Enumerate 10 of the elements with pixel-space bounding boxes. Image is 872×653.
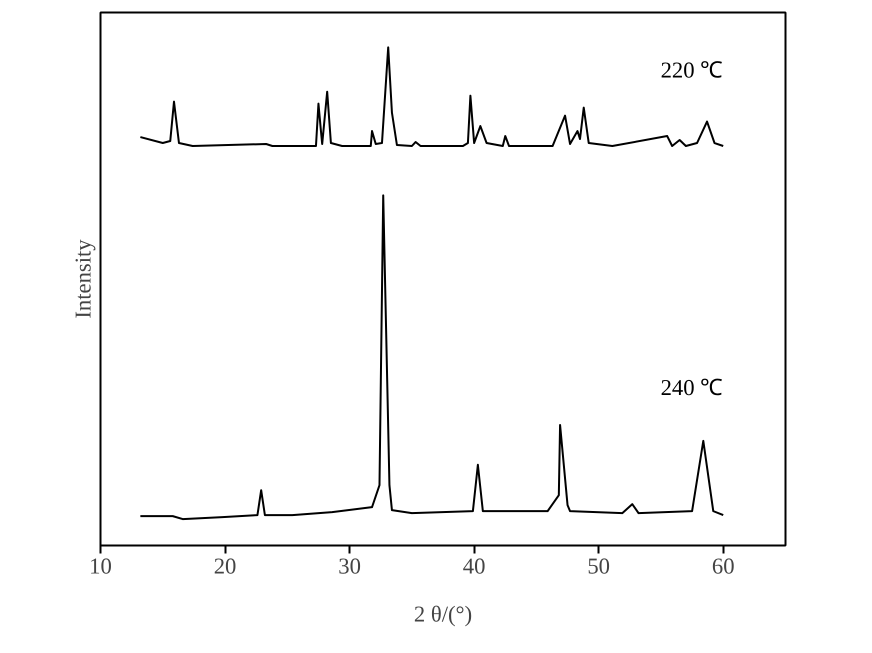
x-tick-label: 50	[587, 554, 610, 578]
series-label: 220 ℃	[660, 58, 724, 83]
x-tick-label: 10	[89, 554, 112, 578]
x-axis-title: 2 θ/(°)	[414, 602, 472, 626]
x-tick-label: 40	[462, 554, 486, 578]
text: 240 ℃	[660, 375, 724, 400]
x-tick-label: 30	[338, 554, 361, 578]
x-tick-label: 20	[214, 554, 236, 578]
x-tick-label: 60	[712, 554, 735, 578]
y-axis-title: Intensity	[70, 238, 96, 319]
